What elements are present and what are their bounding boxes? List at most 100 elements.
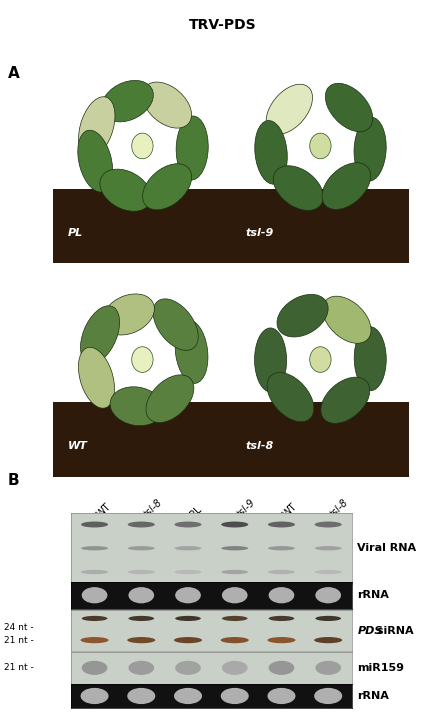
Ellipse shape [321, 377, 370, 424]
Ellipse shape [81, 521, 108, 528]
Ellipse shape [221, 688, 249, 704]
Ellipse shape [269, 661, 294, 675]
Ellipse shape [269, 616, 294, 621]
Ellipse shape [221, 521, 248, 528]
Ellipse shape [128, 570, 155, 574]
Ellipse shape [127, 688, 155, 704]
Ellipse shape [129, 616, 154, 621]
Text: 21 nt -: 21 nt - [4, 664, 34, 672]
Ellipse shape [132, 133, 153, 159]
Ellipse shape [315, 570, 342, 574]
Text: tsl-8: tsl-8 [246, 441, 274, 451]
Ellipse shape [82, 616, 107, 621]
Ellipse shape [315, 521, 342, 528]
Ellipse shape [128, 546, 155, 550]
Bar [231, 402, 409, 477]
Ellipse shape [175, 661, 201, 675]
Ellipse shape [81, 546, 108, 550]
Ellipse shape [354, 117, 386, 182]
Bar [53, 402, 231, 477]
Ellipse shape [100, 169, 151, 211]
Ellipse shape [132, 347, 153, 372]
Ellipse shape [277, 294, 328, 337]
Text: tsl-8: tsl-8 [142, 498, 164, 520]
Ellipse shape [268, 521, 295, 528]
Ellipse shape [146, 375, 194, 423]
Text: TRV-PDS: TRV-PDS [189, 18, 256, 32]
Ellipse shape [78, 347, 114, 408]
Ellipse shape [314, 637, 342, 643]
Ellipse shape [82, 661, 107, 675]
Ellipse shape [316, 661, 341, 675]
Ellipse shape [221, 546, 248, 550]
Ellipse shape [267, 372, 314, 422]
Ellipse shape [315, 546, 342, 550]
Text: tsl-8: tsl-8 [328, 498, 351, 520]
Text: Viral RNA: Viral RNA [357, 543, 416, 553]
Text: tsl-9: tsl-9 [246, 228, 274, 238]
Ellipse shape [221, 637, 249, 643]
Ellipse shape [176, 116, 208, 180]
Text: WT: WT [95, 502, 113, 520]
Text: WT: WT [282, 502, 299, 520]
Ellipse shape [255, 328, 287, 392]
Ellipse shape [174, 546, 202, 550]
Ellipse shape [128, 521, 155, 528]
Ellipse shape [266, 84, 312, 134]
Text: 21 nt -: 21 nt - [4, 637, 34, 645]
Ellipse shape [174, 521, 202, 528]
Ellipse shape [323, 296, 371, 343]
Ellipse shape [129, 661, 154, 675]
Ellipse shape [81, 637, 109, 643]
Bar [231, 189, 409, 263]
Ellipse shape [267, 688, 295, 704]
Text: rRNA: rRNA [357, 590, 389, 600]
Ellipse shape [78, 130, 113, 192]
Text: PL: PL [68, 228, 83, 238]
Ellipse shape [316, 616, 341, 621]
Ellipse shape [222, 587, 247, 603]
Text: tsl-9: tsl-9 [235, 498, 257, 520]
Ellipse shape [101, 80, 154, 122]
Ellipse shape [127, 637, 155, 643]
Ellipse shape [174, 570, 202, 574]
Ellipse shape [268, 570, 295, 574]
Ellipse shape [175, 616, 201, 621]
Ellipse shape [102, 294, 154, 335]
Text: B: B [8, 473, 20, 488]
Text: 24 nt -: 24 nt - [4, 624, 34, 632]
Ellipse shape [129, 587, 154, 603]
Ellipse shape [222, 661, 247, 675]
Ellipse shape [268, 546, 295, 550]
Ellipse shape [269, 587, 294, 603]
Text: miR159: miR159 [357, 663, 404, 673]
Ellipse shape [325, 83, 373, 132]
Ellipse shape [153, 299, 198, 350]
Ellipse shape [81, 305, 120, 364]
Ellipse shape [322, 163, 371, 209]
Ellipse shape [221, 570, 248, 574]
Ellipse shape [175, 320, 208, 383]
Ellipse shape [314, 688, 342, 704]
Bar [53, 189, 231, 263]
Ellipse shape [175, 587, 201, 603]
Ellipse shape [110, 387, 163, 426]
Text: PDS: PDS [358, 626, 384, 636]
Ellipse shape [354, 327, 386, 391]
Text: A: A [8, 66, 20, 80]
Text: rRNA: rRNA [357, 691, 389, 701]
Ellipse shape [174, 688, 202, 704]
Ellipse shape [267, 637, 295, 643]
Ellipse shape [142, 82, 191, 128]
Ellipse shape [273, 166, 323, 211]
Text: PL: PL [188, 505, 203, 520]
Ellipse shape [174, 637, 202, 643]
Ellipse shape [310, 347, 331, 372]
Ellipse shape [310, 133, 331, 159]
Ellipse shape [81, 688, 109, 704]
Ellipse shape [142, 164, 192, 210]
Text: siRNA: siRNA [373, 626, 413, 636]
Ellipse shape [82, 587, 107, 603]
Ellipse shape [222, 616, 247, 621]
Ellipse shape [255, 120, 287, 184]
